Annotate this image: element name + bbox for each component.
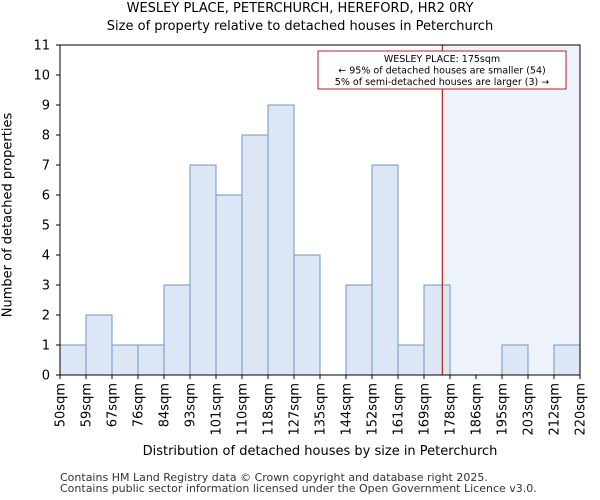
bar <box>215 194 243 376</box>
bar <box>59 344 87 376</box>
y-tick-label: 9 <box>42 99 50 114</box>
x-tick-label: 76sqm <box>132 383 147 427</box>
x-tick-label: 67sqm <box>106 383 121 427</box>
y-tick-label: 6 <box>42 189 50 204</box>
bar <box>553 344 581 376</box>
x-tick-label: 93sqm <box>184 383 199 427</box>
y-tick-label: 1 <box>42 339 50 354</box>
x-tick-label: 195sqm <box>496 383 511 436</box>
chart-title: WESLEY PLACE, PETERCHURCH, HEREFORD, HR2… <box>0 0 600 36</box>
bar <box>189 164 217 376</box>
title-line-2: Size of property relative to detached ho… <box>106 19 494 34</box>
footer-line-2: Contains public sector information licen… <box>60 482 537 495</box>
y-tick-label: 8 <box>42 129 50 144</box>
bar <box>371 164 399 376</box>
x-tick-label: 101sqm <box>210 383 225 436</box>
x-tick-label: 220sqm <box>574 383 589 436</box>
y-tick-label: 11 <box>33 39 50 54</box>
bar <box>85 314 113 376</box>
y-tick-label: 0 <box>42 369 50 384</box>
footer-line-1: Contains HM Land Registry data © Crown c… <box>60 471 488 484</box>
x-tick-label: 110sqm <box>236 383 251 436</box>
y-tick-label: 3 <box>42 279 50 294</box>
bar <box>293 254 321 376</box>
x-tick-label: 118sqm <box>262 383 277 436</box>
y-tick-label: 5 <box>42 219 50 234</box>
annotation-line: 5% of semi-detached houses are larger (3… <box>335 77 549 88</box>
bar <box>163 284 191 376</box>
title-line-1: WESLEY PLACE, PETERCHURCH, HEREFORD, HR2… <box>126 1 474 16</box>
annotation-line: WESLEY PLACE: 175sqm <box>384 54 500 65</box>
x-tick-label: 161sqm <box>392 383 407 436</box>
x-tick-label: 169sqm <box>418 383 433 436</box>
bar <box>345 284 373 376</box>
bar <box>501 344 529 376</box>
annotation-line: ← 95% of detached houses are smaller (54… <box>338 66 545 77</box>
x-tick-label: 203sqm <box>522 383 537 436</box>
x-tick-label: 178sqm <box>444 383 459 436</box>
x-axis-label: Distribution of detached houses by size … <box>142 444 498 459</box>
y-tick-label: 2 <box>42 309 50 324</box>
x-tick-label: 59sqm <box>80 383 95 427</box>
bar <box>267 104 295 376</box>
y-tick-label: 7 <box>42 159 50 174</box>
footer: Contains HM Land Registry data © Crown c… <box>60 472 537 494</box>
y-tick-label: 10 <box>33 69 50 84</box>
x-tick-label: 135sqm <box>314 383 329 436</box>
x-tick-label: 144sqm <box>340 383 355 436</box>
x-tick-label: 152sqm <box>366 383 381 436</box>
x-tick-label: 186sqm <box>470 383 485 436</box>
y-tick-label: 4 <box>42 249 50 264</box>
x-tick-label: 50sqm <box>54 383 69 427</box>
x-tick-label: 127sqm <box>288 383 303 436</box>
annotation-box <box>317 50 567 90</box>
bar <box>241 134 269 376</box>
bar <box>397 344 425 376</box>
bar <box>111 344 139 376</box>
highlight-region <box>442 45 580 375</box>
x-tick-label: 212sqm <box>548 383 563 436</box>
bar <box>137 344 165 376</box>
x-tick-label: 84sqm <box>158 383 173 427</box>
bar <box>423 284 451 376</box>
